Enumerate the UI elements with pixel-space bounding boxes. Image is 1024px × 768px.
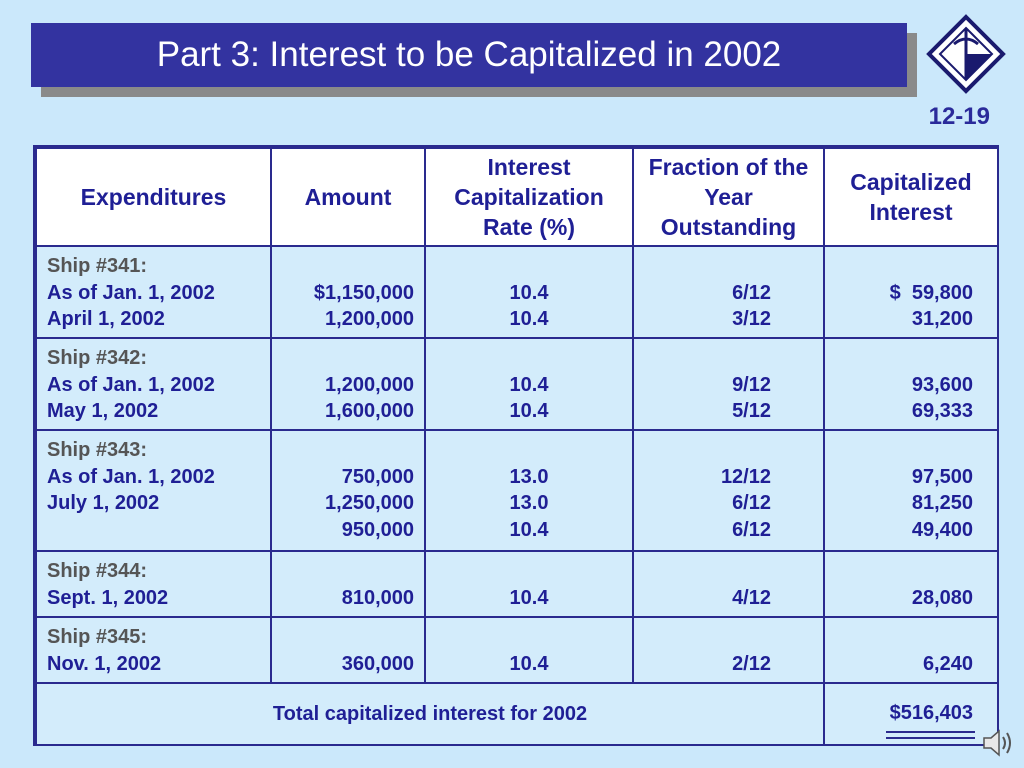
amount-value: $1,150,000: [313, 281, 414, 304]
table-row: Ship #342: As of Jan. 1, 2002 May 1, 200…: [35, 338, 999, 431]
expenditure-date: As of Jan. 1, 2002: [47, 373, 215, 396]
slide-title: Part 3: Interest to be Capitalized in 20…: [156, 35, 782, 74]
amount-cell: 810,000: [270, 551, 426, 618]
expenditure-date: As of Jan. 1, 2002: [47, 465, 215, 488]
expenditure-date: As of Jan. 1, 2002: [47, 281, 215, 304]
fraction-value: 6/12: [732, 281, 771, 304]
rate-value: 10.4: [509, 400, 549, 422]
fraction-value: 3/12: [732, 308, 771, 330]
expenditure-date: Nov. 1, 2002: [47, 652, 162, 675]
amount-value: 750,000: [341, 465, 414, 488]
expenditure-cell: Ship #345: Nov. 1, 2002: [35, 617, 272, 684]
total-value: $516,403: [889, 701, 973, 724]
fraction-value: 2/12: [732, 652, 771, 675]
total-cell: $516,403: [823, 683, 999, 744]
slide-title-bar: Part 3: Interest to be Capitalized in 20…: [31, 23, 907, 87]
table-row: Ship #341: As of Jan. 1, 2002 April 1, 2…: [35, 246, 999, 339]
amount-cell: 1,200,000 1,600,000: [270, 338, 426, 431]
group-label: Ship #341:: [47, 255, 148, 277]
fraction-value: 4/12: [732, 586, 771, 609]
amount-value: 950,000: [341, 518, 414, 541]
capitalized-value: 28,080: [911, 586, 973, 609]
rate-cell: 10.4: [424, 551, 634, 618]
expenditure-cell: Ship #342: As of Jan. 1, 2002 May 1, 200…: [35, 338, 272, 431]
double-underline: [885, 731, 975, 740]
table-row: Ship #344: Sept. 1, 2002 810,000 10.4 4/…: [35, 551, 999, 618]
speaker-icon[interactable]: [980, 726, 1016, 760]
expenditure-date: April 1, 2002: [47, 308, 165, 330]
fraction-value: 12/12: [720, 465, 771, 488]
rate-cell: 13.0 13.0 10.4: [424, 430, 634, 552]
amount-cell: 750,000 1,250,000 950,000: [270, 430, 426, 552]
rate-value: 13.0: [509, 492, 549, 514]
group-label: Ship #342:: [47, 347, 148, 369]
diamond-logo-icon: [926, 14, 1006, 94]
rate-value: 10.4: [509, 586, 549, 609]
total-value-wrap: $516,403: [885, 700, 975, 740]
capitalized-value: 6,240: [922, 652, 973, 675]
header-expenditures: Expenditures: [35, 147, 272, 247]
capitalized-cell: $ 59,800 31,200: [823, 246, 999, 339]
rate-cell: 10.4 10.4: [424, 246, 634, 339]
amount-value: 1,200,000: [325, 308, 414, 330]
expenditure-date: July 1, 2002: [47, 492, 160, 514]
rate-value: 10.4: [509, 518, 549, 541]
rate-value: 10.4: [509, 308, 549, 330]
header-rate: Interest Capitalization Rate (%): [424, 147, 634, 247]
capitalized-value: $ 59,800: [889, 281, 973, 304]
amount-value: 1,600,000: [325, 400, 414, 422]
fraction-cell: 9/12 5/12: [632, 338, 825, 431]
rate-value: 13.0: [509, 465, 549, 488]
table-row: Ship #343: As of Jan. 1, 2002 July 1, 20…: [35, 430, 999, 552]
capitalized-value: 49,400: [911, 518, 973, 541]
fraction-value: 5/12: [732, 400, 771, 422]
header-capitalized: Capitalized Interest: [823, 147, 999, 247]
capitalized-cell: 6,240: [823, 617, 999, 684]
capitalized-cell: 97,500 81,250 49,400: [823, 430, 999, 552]
total-label: Total capitalized interest for 2002: [35, 683, 825, 744]
total-row: Total capitalized interest for 2002 $516…: [35, 683, 999, 744]
rate-value: 10.4: [509, 373, 549, 396]
expenditure-cell: Ship #343: As of Jan. 1, 2002 July 1, 20…: [35, 430, 272, 552]
capitalized-interest-table: Expenditures Amount Interest Capitalizat…: [33, 145, 999, 746]
expenditure-cell: Ship #344: Sept. 1, 2002: [35, 551, 272, 618]
group-label: Ship #345:: [47, 626, 148, 648]
capitalized-cell: 28,080: [823, 551, 999, 618]
group-label: Ship #344:: [47, 560, 148, 582]
group-label: Ship #343:: [47, 439, 148, 461]
amount-value: 1,200,000: [325, 373, 414, 396]
capitalized-value: 97,500: [911, 465, 973, 488]
header-fraction: Fraction of the Year Outstanding: [632, 147, 825, 247]
expenditure-date: Sept. 1, 2002: [47, 586, 169, 609]
expenditure-cell: Ship #341: As of Jan. 1, 2002 April 1, 2…: [35, 246, 272, 339]
fraction-cell: 4/12: [632, 551, 825, 618]
capitalized-value: 81,250: [911, 492, 973, 514]
expenditure-date: [47, 517, 260, 544]
rate-cell: 10.4 10.4: [424, 338, 634, 431]
expenditure-date: May 1, 2002: [47, 400, 159, 422]
capitalized-value: 31,200: [911, 308, 973, 330]
amount-value: 810,000: [341, 586, 414, 609]
amount-cell: $1,150,000 1,200,000: [270, 246, 426, 339]
page-number: 12-19: [928, 103, 990, 130]
fraction-cell: 2/12: [632, 617, 825, 684]
capitalized-value: 69,333: [911, 400, 973, 422]
rate-value: 10.4: [509, 652, 549, 675]
amount-value: 1,250,000: [325, 492, 414, 514]
fraction-value: 6/12: [732, 492, 771, 514]
capitalized-cell: 93,600 69,333: [823, 338, 999, 431]
capitalized-value: 93,600: [911, 373, 973, 396]
fraction-value: 9/12: [732, 373, 771, 396]
amount-value: 360,000: [341, 652, 414, 675]
fraction-cell: 6/12 3/12: [632, 246, 825, 339]
table-row: Ship #345: Nov. 1, 2002 360,000 10.4 2/1…: [35, 617, 999, 684]
rate-cell: 10.4: [424, 617, 634, 684]
header-amount: Amount: [270, 147, 426, 247]
fraction-value: 6/12: [732, 518, 771, 541]
table-header-row: Expenditures Amount Interest Capitalizat…: [35, 147, 999, 247]
amount-cell: 360,000: [270, 617, 426, 684]
fraction-cell: 12/12 6/12 6/12: [632, 430, 825, 552]
rate-value: 10.4: [509, 281, 549, 304]
